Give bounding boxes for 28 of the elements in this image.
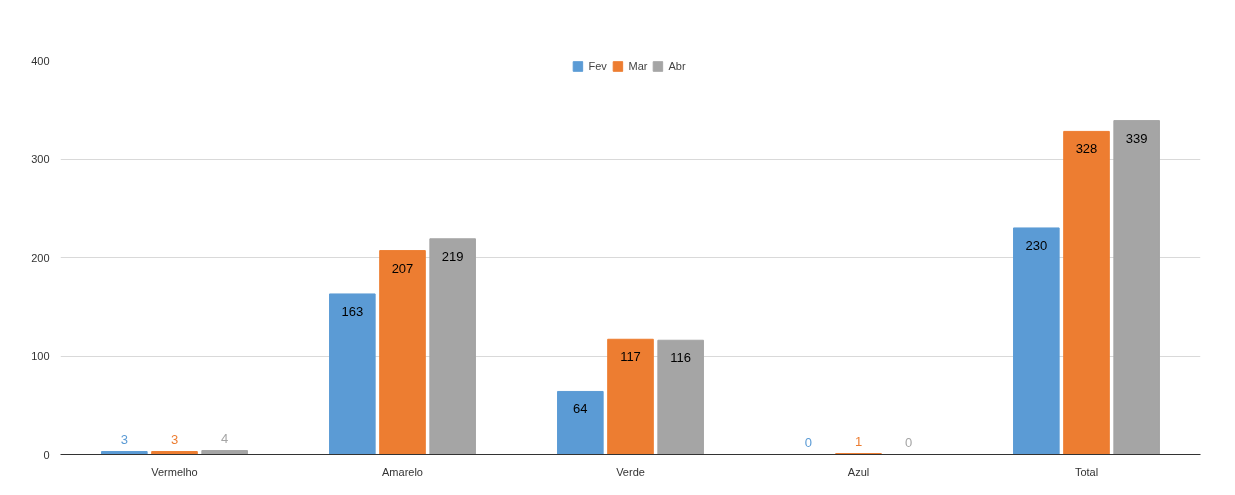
data-label: 3 [170,431,179,447]
data-label: 328 [1075,141,1098,157]
data-label: 4 [221,430,229,446]
x-tick-label: Verde [616,465,645,478]
y-tick-label: 400 [31,54,50,67]
data-label: 0 [905,434,913,450]
legend-label: Mar [628,60,649,72]
data-label: 230 [1025,237,1048,253]
x-tick-label: Total [1074,465,1099,478]
legend-label: Fev [588,60,608,72]
y-tick-label: 200 [31,251,50,264]
data-label: 3 [120,431,128,447]
legend-label: Abr [668,60,687,72]
y-tick-label: 0 [43,448,50,461]
x-tick-label: Amarelo [382,465,423,478]
x-tick-label: Azul [847,465,870,478]
data-label: 117 [620,349,641,365]
data-label: 163 [341,303,364,319]
data-label: 116 [670,350,692,366]
data-label: 207 [391,260,414,276]
y-tick-label: 300 [31,153,50,165]
data-label: 0 [804,434,812,450]
x-tick-label: Vermelho [151,465,198,478]
data-label: 219 [441,248,464,264]
data-label: 1 [854,433,863,449]
data-label: 339 [1125,130,1148,146]
data-label: 64 [573,401,588,417]
y-tick-label: 100 [31,350,50,362]
